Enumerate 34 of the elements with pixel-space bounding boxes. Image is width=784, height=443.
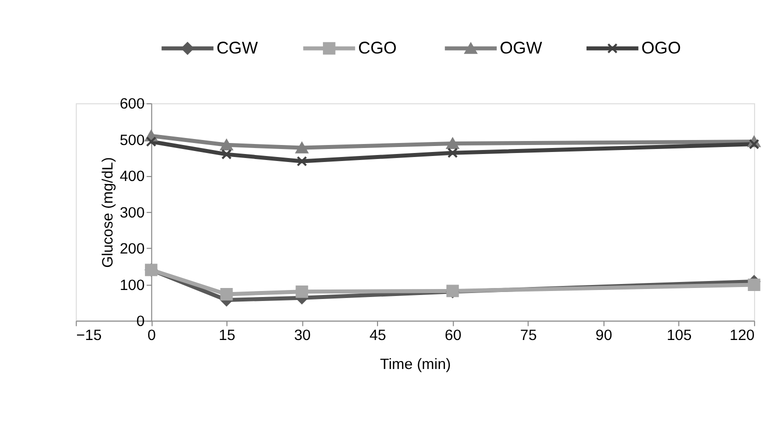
y-tick-label: 600 bbox=[120, 96, 145, 113]
point bbox=[296, 285, 308, 298]
legend-label: OGW bbox=[500, 38, 542, 58]
y-axis-title: Glucose (mg/dL) bbox=[100, 157, 117, 268]
y-tick-label: 100 bbox=[120, 276, 145, 294]
x-tick-label: 60 bbox=[444, 327, 462, 344]
point bbox=[146, 136, 156, 147]
point bbox=[296, 156, 308, 166]
point bbox=[446, 138, 459, 149]
point bbox=[748, 278, 760, 292]
point bbox=[221, 149, 232, 160]
x-tick-label: 105 bbox=[666, 327, 692, 344]
x-tick-label: −15 bbox=[76, 327, 102, 344]
x-tick-label: 0 bbox=[148, 327, 156, 344]
y-tick-label: 400 bbox=[120, 168, 145, 186]
y-tick-label: 200 bbox=[120, 240, 145, 258]
y-tick-label: 500 bbox=[120, 132, 145, 149]
x-axis-title: Time (min) bbox=[380, 356, 451, 374]
x-tick-label: 120 bbox=[730, 327, 755, 344]
point bbox=[296, 142, 308, 154]
point bbox=[447, 148, 458, 158]
legend-label: OGO bbox=[641, 38, 681, 58]
x-tick-label: 15 bbox=[218, 327, 236, 344]
x-tick-label: 75 bbox=[520, 327, 537, 344]
x-tick-label: 30 bbox=[294, 327, 311, 344]
y-tick-label: 0 bbox=[136, 313, 145, 330]
x-tick-label: 45 bbox=[369, 327, 386, 344]
point bbox=[220, 139, 233, 150]
legend-label: CGO bbox=[358, 38, 397, 58]
point bbox=[748, 138, 760, 150]
point bbox=[220, 288, 233, 300]
y-tick-label: 300 bbox=[120, 204, 145, 222]
legend-label: CGW bbox=[216, 38, 258, 58]
x-tick-label: 90 bbox=[596, 327, 612, 344]
